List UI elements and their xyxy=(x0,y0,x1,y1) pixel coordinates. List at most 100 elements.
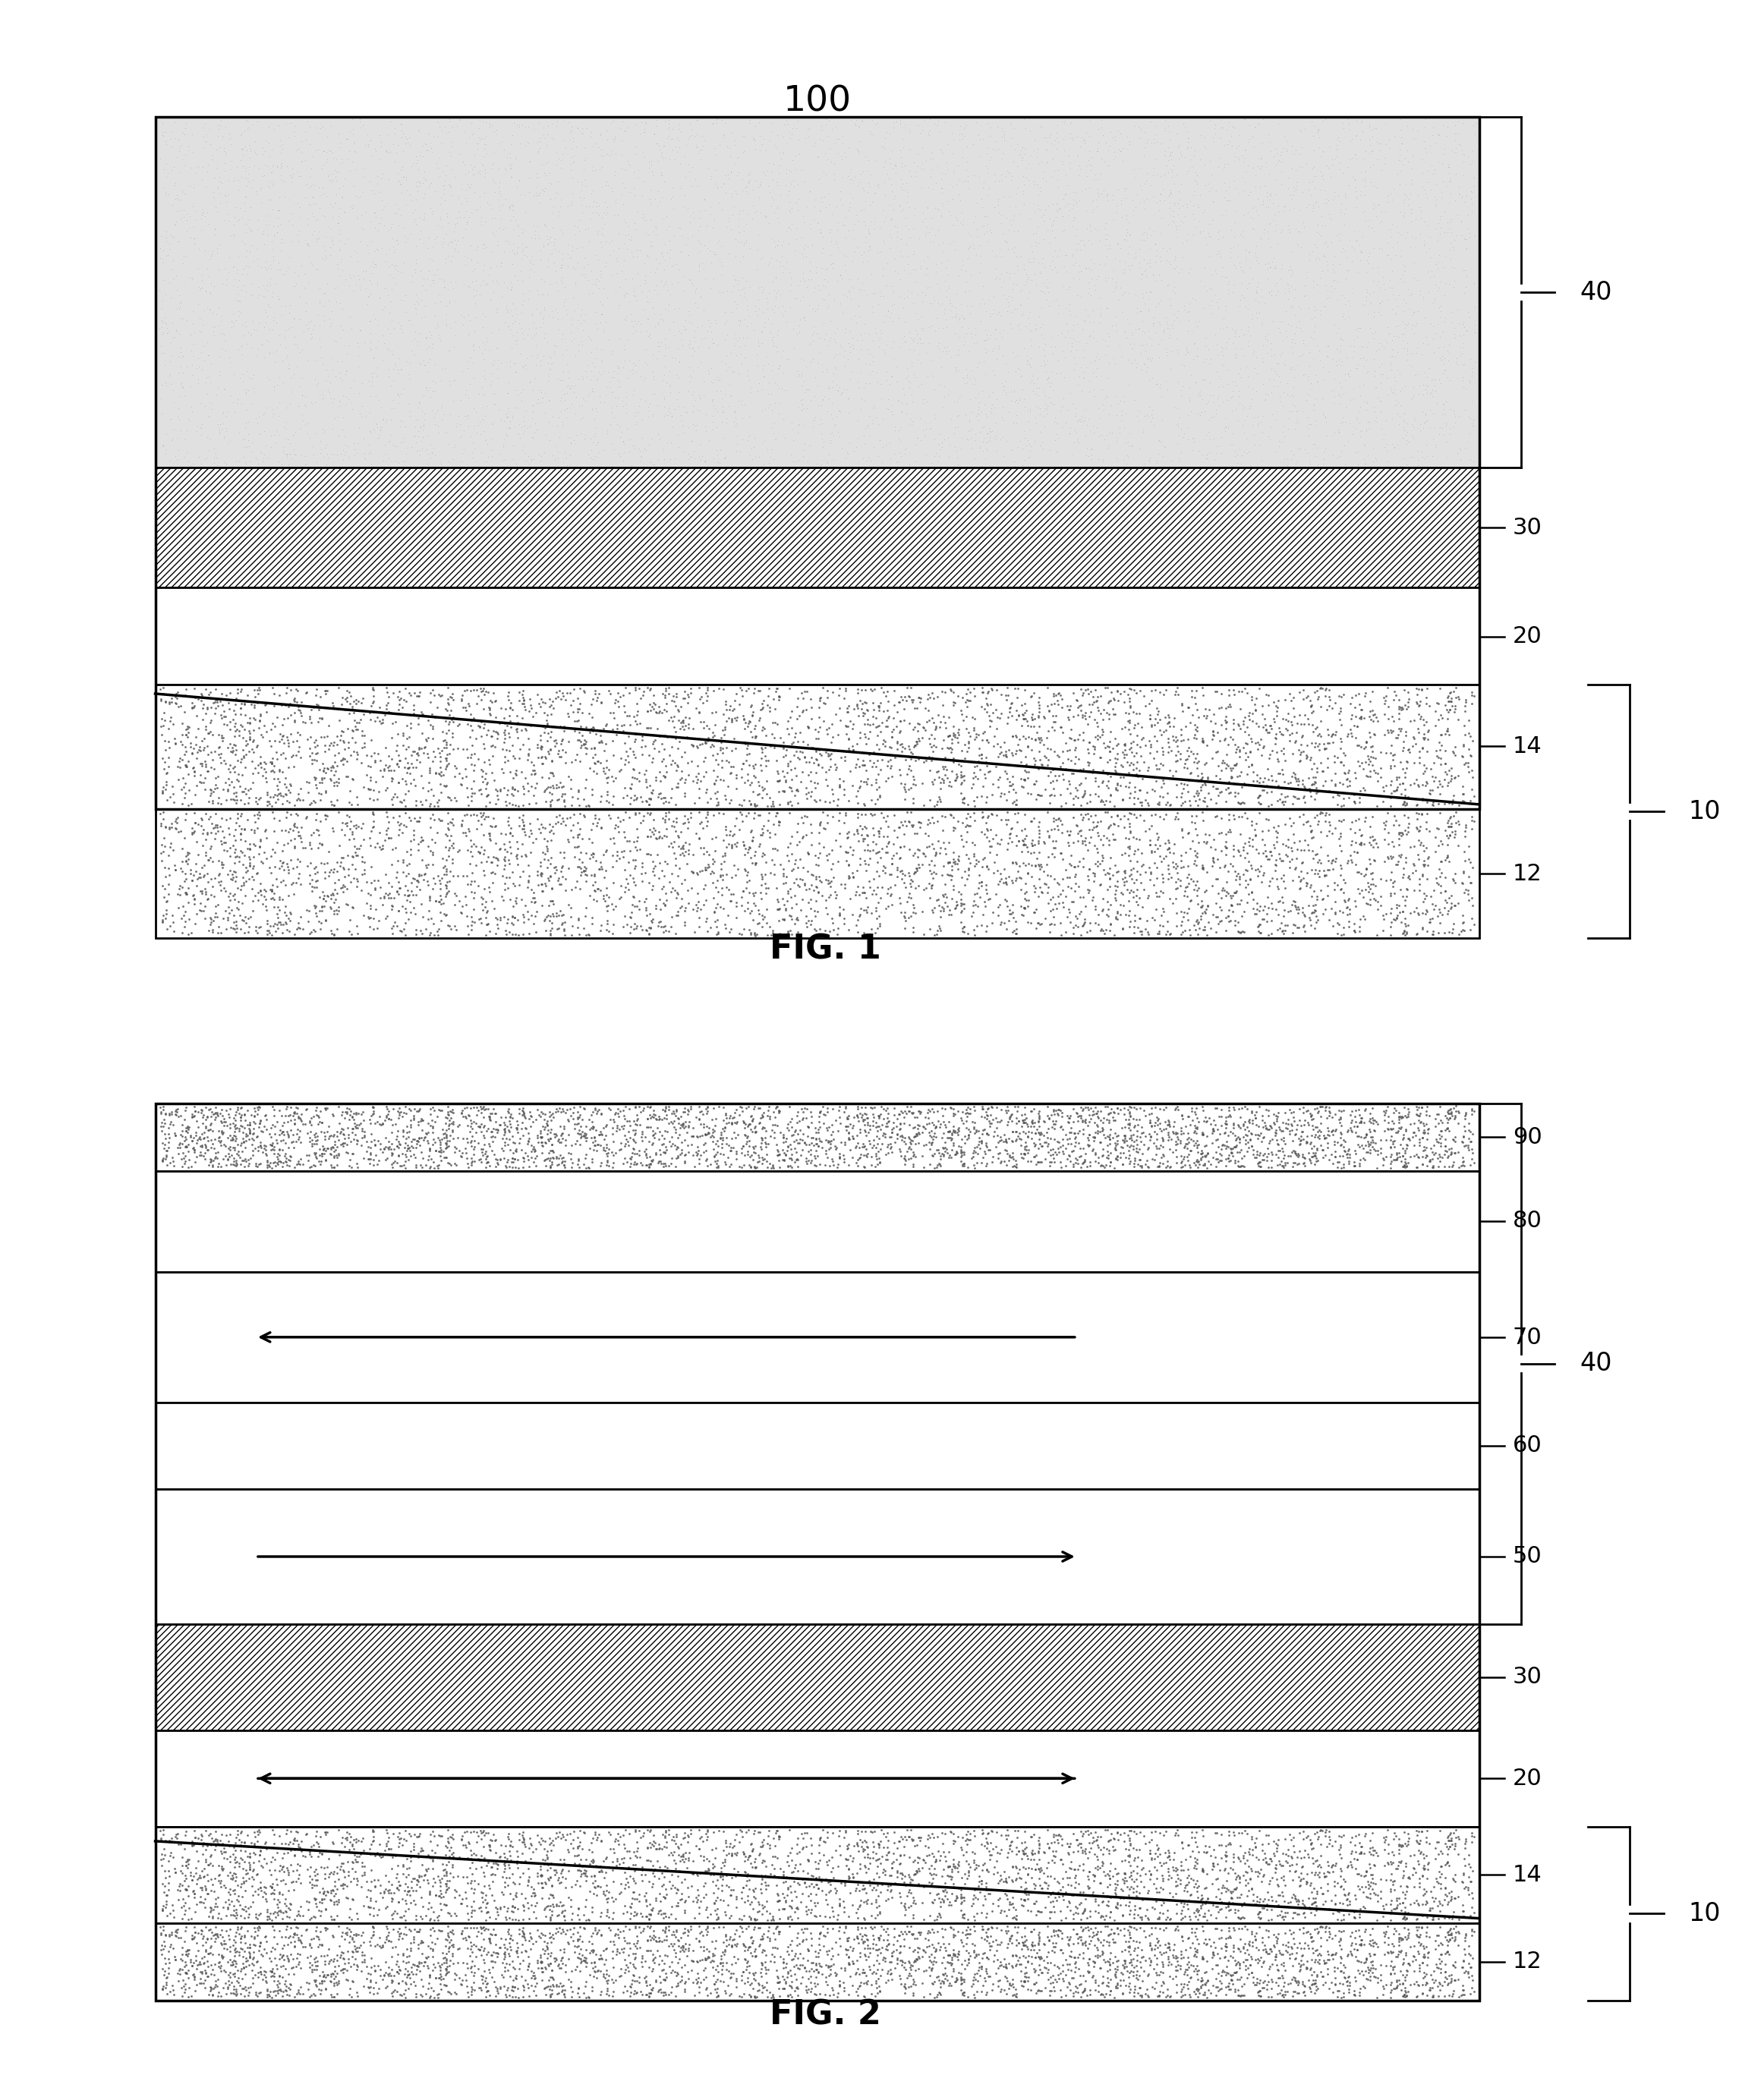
Point xyxy=(226,818,254,851)
Point xyxy=(1011,1852,1039,1885)
Point xyxy=(937,1141,965,1174)
Point xyxy=(469,392,497,426)
Point xyxy=(713,1107,741,1141)
Point xyxy=(275,426,303,459)
Point xyxy=(1021,744,1050,778)
Point xyxy=(931,711,960,744)
Point xyxy=(1245,1896,1274,1929)
Point xyxy=(801,405,829,438)
Point xyxy=(203,686,231,719)
Point xyxy=(1187,757,1215,791)
Point xyxy=(1094,317,1122,350)
Point xyxy=(880,1921,908,1954)
Point xyxy=(873,1128,901,1162)
Point xyxy=(669,1933,697,1967)
Point xyxy=(570,117,598,151)
Point xyxy=(886,1097,914,1130)
Point xyxy=(649,442,677,476)
Point xyxy=(1263,1101,1291,1134)
Point xyxy=(933,1881,961,1915)
Point xyxy=(240,1099,268,1132)
Point xyxy=(1198,723,1226,757)
Point xyxy=(894,1915,923,1948)
Point xyxy=(995,262,1023,296)
Point xyxy=(533,1931,561,1965)
Point xyxy=(161,413,189,447)
Point xyxy=(1374,317,1402,350)
Point xyxy=(522,291,550,325)
Point xyxy=(326,285,355,319)
Point xyxy=(1064,1116,1092,1149)
Point xyxy=(393,1130,422,1164)
Point xyxy=(1046,1151,1074,1185)
Point xyxy=(220,1132,249,1166)
Point xyxy=(997,310,1025,344)
Point xyxy=(700,1841,729,1875)
Point xyxy=(1321,344,1349,377)
Point xyxy=(501,1866,529,1900)
Point xyxy=(736,1149,764,1183)
Point xyxy=(1312,182,1341,216)
Point xyxy=(660,1128,688,1162)
Point xyxy=(1055,895,1083,929)
Point xyxy=(1245,1967,1274,2001)
Point xyxy=(801,1139,829,1172)
Point xyxy=(926,369,954,403)
Point xyxy=(690,182,718,216)
Point xyxy=(485,1839,513,1873)
Point xyxy=(937,849,965,883)
Point xyxy=(813,1864,841,1898)
Point xyxy=(358,1090,386,1124)
Point xyxy=(1071,1835,1099,1868)
Point xyxy=(1009,130,1037,164)
Point xyxy=(1034,1860,1062,1894)
Point xyxy=(1434,1837,1462,1871)
Point xyxy=(589,208,617,241)
Point xyxy=(550,1149,579,1183)
Point xyxy=(249,759,277,793)
Point xyxy=(1249,893,1277,927)
Point xyxy=(522,176,550,210)
Point xyxy=(1272,348,1300,382)
Point xyxy=(697,245,725,279)
Point xyxy=(1025,193,1053,226)
Point xyxy=(1148,159,1177,193)
Point xyxy=(490,841,519,874)
Point xyxy=(637,1143,665,1176)
Point xyxy=(1060,1835,1088,1868)
Point xyxy=(1050,1883,1078,1917)
Point xyxy=(794,1134,822,1168)
Point xyxy=(753,763,781,797)
Point xyxy=(1371,1850,1399,1883)
Text: 100: 100 xyxy=(783,84,852,120)
Point xyxy=(300,1854,328,1887)
Point xyxy=(711,1109,739,1143)
Point xyxy=(452,157,480,191)
Point xyxy=(910,1871,938,1904)
Point xyxy=(460,1873,489,1906)
Point xyxy=(727,1963,755,1996)
Point xyxy=(1164,1116,1192,1149)
Point xyxy=(1401,317,1429,350)
Point xyxy=(1454,212,1482,245)
Point xyxy=(254,325,282,359)
Point xyxy=(155,705,183,738)
Point xyxy=(272,778,300,812)
Point xyxy=(385,164,413,197)
Point xyxy=(356,325,385,359)
Point xyxy=(1321,1134,1349,1168)
Point xyxy=(771,902,799,935)
Point xyxy=(429,723,457,757)
Point xyxy=(822,879,850,912)
Point xyxy=(1178,189,1207,222)
Point xyxy=(480,275,508,308)
Point xyxy=(674,1931,702,1965)
Point xyxy=(1095,914,1124,948)
Point xyxy=(1357,1940,1385,1973)
Point xyxy=(1415,1111,1443,1145)
Point xyxy=(171,1885,199,1919)
Point xyxy=(522,1925,550,1959)
Point xyxy=(1175,384,1203,417)
Point xyxy=(968,1942,997,1975)
Point xyxy=(510,214,538,247)
